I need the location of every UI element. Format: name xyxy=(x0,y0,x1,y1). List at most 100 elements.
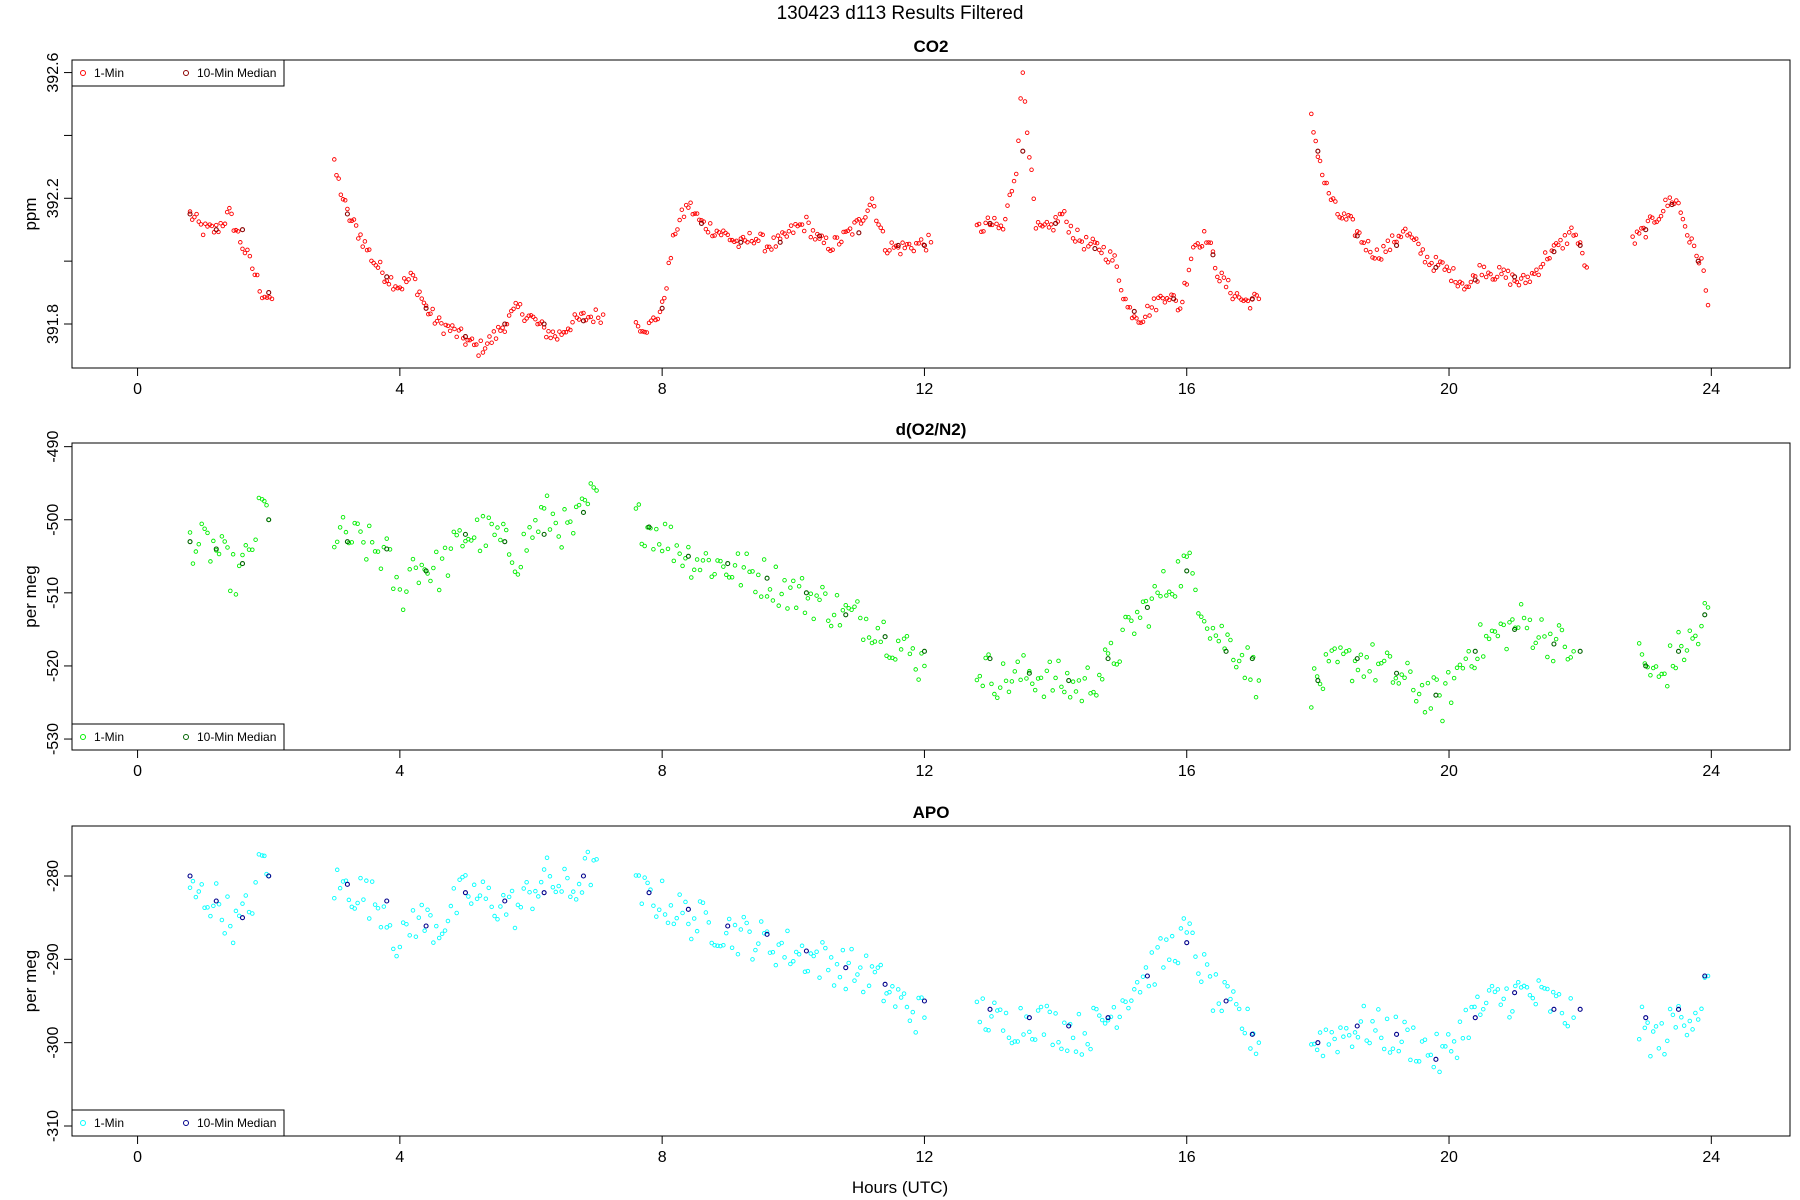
apo-point-1min xyxy=(788,961,793,967)
apo-point-1min xyxy=(1425,1053,1431,1058)
co2-x-tick-label: 8 xyxy=(658,381,667,398)
apo-point-1min xyxy=(1064,1048,1070,1053)
co2-point-1min xyxy=(876,222,881,227)
co2-point-1min xyxy=(847,226,853,231)
apo-point-1min xyxy=(190,878,196,884)
co2-point-1min xyxy=(1114,264,1120,269)
apo-y-tick-label: -290 xyxy=(45,943,62,975)
co2-point-1min xyxy=(252,272,258,278)
apo-point-1min xyxy=(1483,1000,1489,1006)
apo-point-1min xyxy=(404,921,409,927)
o2n2-point-1min xyxy=(1693,633,1698,639)
o2n2-point-median xyxy=(1702,612,1708,618)
apo-point-1min xyxy=(559,889,564,894)
apo-point-1min xyxy=(1448,1049,1454,1054)
apo-point-1min xyxy=(1097,1013,1102,1018)
o2n2-point-median xyxy=(187,539,193,545)
co2-point-1min xyxy=(834,235,840,240)
apo-point-1min xyxy=(1006,1035,1012,1040)
apo-point-1min xyxy=(1126,1005,1131,1011)
co2-point-1min xyxy=(633,320,639,325)
co2-point-1min xyxy=(391,287,396,292)
apo-point-1min xyxy=(340,879,346,884)
o2n2-point-1min xyxy=(1507,620,1512,625)
co2-point-1min xyxy=(1125,304,1130,310)
apo-point-1min xyxy=(1102,1021,1108,1026)
co2-point-median xyxy=(1433,264,1439,270)
apo-y-axis-title: per meg xyxy=(21,950,40,1012)
apo-point-1min xyxy=(817,975,822,980)
o2n2-point-1min xyxy=(1027,668,1032,674)
o2n2-point-1min xyxy=(1338,645,1343,650)
o2n2-point-1min xyxy=(875,625,881,631)
o2n2-point-1min xyxy=(1376,661,1381,667)
co2-point-1min xyxy=(998,223,1004,228)
o2n2-point-1min xyxy=(1225,632,1230,637)
apo-point-1min xyxy=(642,875,647,880)
o2n2-x-tick-label: 8 xyxy=(658,763,667,780)
co2-point-1min xyxy=(1086,244,1091,249)
o2n2-point-1min xyxy=(691,567,697,573)
co2-point-1min xyxy=(974,222,980,228)
co2-point-1min xyxy=(1243,297,1248,302)
apo-x-tick-label: 16 xyxy=(1178,1149,1196,1166)
apo-point-1min xyxy=(1402,1019,1407,1025)
apo-point-1min xyxy=(1405,1027,1410,1033)
o2n2-point-1min xyxy=(866,635,872,640)
co2-point-1min xyxy=(436,315,442,320)
co2-point-1min xyxy=(1123,296,1128,302)
apo-point-1min xyxy=(515,902,521,908)
o2n2-point-1min xyxy=(1492,629,1498,634)
apo-point-1min xyxy=(1012,1039,1018,1044)
apo-point-1min xyxy=(486,885,491,891)
apo-point-median xyxy=(1249,1031,1255,1037)
apo-point-1min xyxy=(834,961,840,967)
o2n2-point-1min xyxy=(361,540,366,545)
co2-point-median xyxy=(659,305,665,311)
apo-point-1min xyxy=(1495,987,1501,992)
co2-point-1min xyxy=(1573,232,1579,238)
co2-point-1min xyxy=(771,235,776,240)
co2-point-1min xyxy=(810,228,816,233)
apo-point-1min xyxy=(579,890,585,895)
co2-point-1min xyxy=(1705,302,1711,308)
apo-point-1min xyxy=(1349,1044,1355,1050)
apo-point-1min xyxy=(1486,988,1492,993)
o2n2-point-1min xyxy=(1134,609,1140,615)
o2n2-point-1min xyxy=(1460,665,1466,671)
o2n2-point-1min xyxy=(1059,684,1064,690)
co2-point-1min xyxy=(1499,271,1504,277)
o2n2-point-1min xyxy=(431,565,436,571)
co2-point-1min xyxy=(871,203,877,209)
apo-point-1min xyxy=(747,929,752,934)
co2-x-tick-label: 24 xyxy=(1702,381,1720,398)
co2-point-1min xyxy=(677,217,682,223)
o2n2-point-1min xyxy=(384,536,389,541)
co2-point-1min xyxy=(646,320,652,326)
apo-point-1min xyxy=(364,878,369,883)
co2-point-1min xyxy=(694,211,700,216)
apo-point-1min xyxy=(547,874,553,879)
co2-point-1min xyxy=(657,309,663,315)
co2-point-1min xyxy=(1116,278,1122,283)
o2n2-point-1min xyxy=(222,539,227,544)
co2-point-1min xyxy=(1011,178,1017,184)
co2-point-1min xyxy=(1685,233,1690,238)
co2-point-1min xyxy=(1420,247,1426,252)
o2n2-point-1min xyxy=(895,638,901,644)
co2-point-1min xyxy=(454,334,459,340)
o2n2-point-1min xyxy=(922,663,927,669)
o2n2-point-1min xyxy=(726,575,732,580)
apo-point-1min xyxy=(811,953,816,959)
co2-point-1min xyxy=(1236,295,1242,300)
o2n2-point-1min xyxy=(1501,622,1506,628)
co2-point-1min xyxy=(1204,240,1209,245)
apo-point-1min xyxy=(677,892,682,897)
apo-point-1min xyxy=(361,897,366,902)
apo-point-1min xyxy=(413,934,419,939)
co2-point-1min xyxy=(334,172,339,178)
apo-point-1min xyxy=(1253,1051,1259,1057)
o2n2-point-1min xyxy=(1702,600,1708,606)
o2n2-point-1min xyxy=(524,548,529,553)
o2n2-point-median xyxy=(239,561,246,567)
